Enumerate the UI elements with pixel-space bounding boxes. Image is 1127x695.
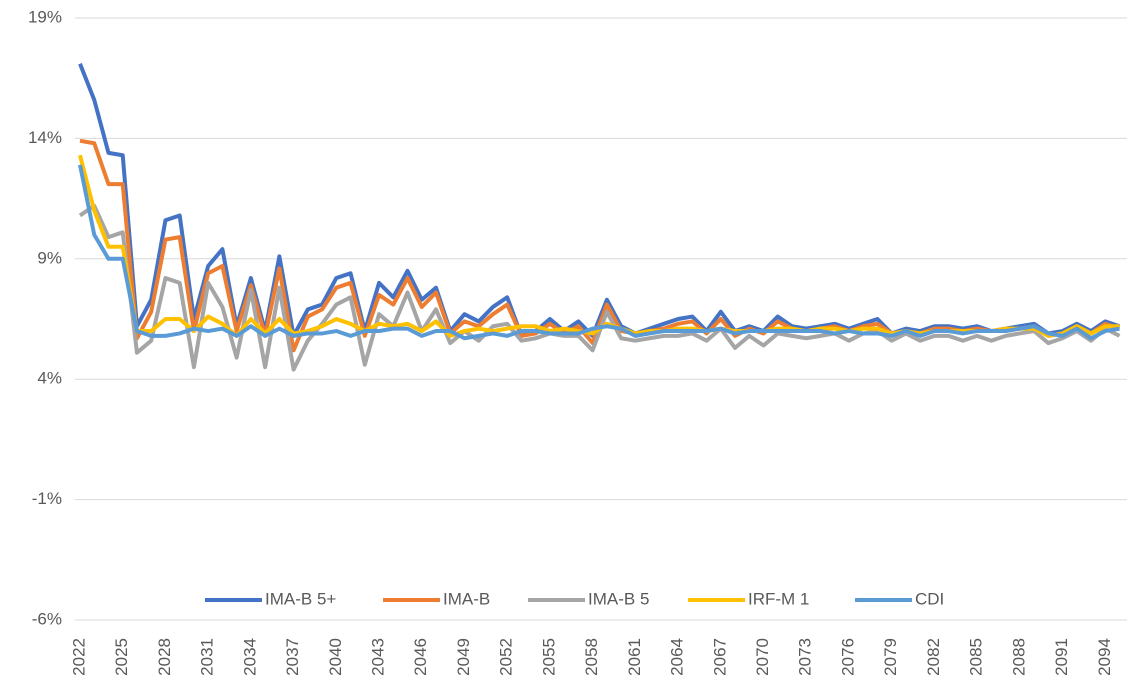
legend-label: IRF-M 1 — [748, 589, 809, 608]
x-tick-label: 2085 — [967, 638, 986, 676]
series-line — [78, 63, 1121, 338]
x-tick-label: 2088 — [1009, 638, 1028, 676]
legend-item: IMA-B 5+ — [205, 589, 336, 608]
legend-item: CDI — [855, 589, 944, 608]
x-tick-label: 2091 — [1052, 638, 1071, 676]
x-tick-label: 2070 — [753, 638, 772, 676]
legend-label: CDI — [915, 589, 944, 608]
x-tick-label: 2043 — [369, 638, 388, 676]
x-tick-label: 2025 — [112, 638, 131, 676]
x-tick-label: 2034 — [240, 638, 259, 676]
series-line — [78, 154, 1120, 338]
x-tick-label: 2094 — [1095, 638, 1114, 676]
x-tick-label: 2028 — [155, 638, 174, 676]
x-tick-label: 2040 — [326, 638, 345, 676]
x-tick-label: 2076 — [838, 638, 857, 676]
x-tick-label: 2064 — [668, 638, 687, 676]
series-line — [79, 138, 1121, 353]
y-tick-label: 9% — [37, 248, 62, 267]
x-tick-label: 2022 — [69, 638, 88, 676]
x-tick-label: 2061 — [625, 638, 644, 676]
y-tick-label: -6% — [32, 609, 62, 628]
series-line — [78, 164, 1120, 341]
series-line — [78, 203, 1121, 372]
legend-item: IMA-B — [383, 589, 490, 608]
legend-item: IRF-M 1 — [688, 589, 809, 608]
x-tick-label: 2073 — [796, 638, 815, 676]
x-tick-label: 2082 — [924, 638, 943, 676]
legend-label: IMA-B 5 — [588, 589, 649, 608]
y-tick-label: 4% — [37, 369, 62, 388]
y-tick-label: -1% — [32, 489, 62, 508]
x-tick-label: 2067 — [710, 638, 729, 676]
x-tick-label: 2079 — [881, 638, 900, 676]
x-tick-label: 2049 — [454, 638, 473, 676]
x-tick-label: 2031 — [198, 638, 217, 676]
legend-item: IMA-B 5 — [528, 589, 649, 608]
x-tick-label: 2037 — [283, 638, 302, 676]
x-tick-label: 2055 — [539, 638, 558, 676]
legend-label: IMA-B — [443, 589, 490, 608]
x-tick-label: 2058 — [582, 638, 601, 676]
x-tick-label: 2052 — [497, 638, 516, 676]
y-tick-label: 14% — [28, 128, 62, 147]
legend-label: IMA-B 5+ — [265, 589, 336, 608]
y-tick-label: 19% — [28, 7, 62, 26]
x-tick-label: 2046 — [411, 638, 430, 676]
